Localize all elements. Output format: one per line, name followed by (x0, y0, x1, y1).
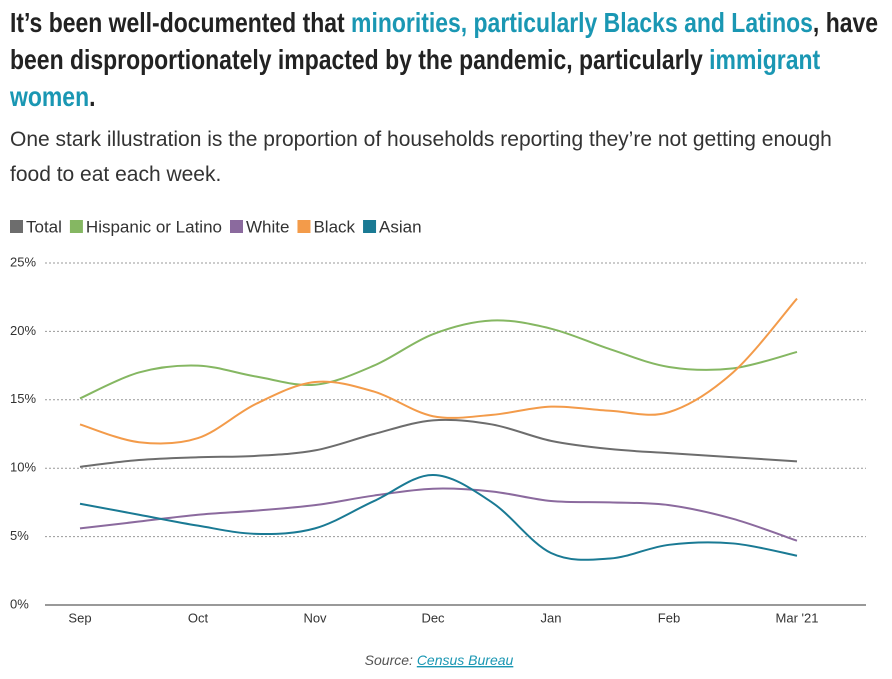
y-tick-label: 5% (10, 528, 29, 543)
x-tick-label: Dec (421, 610, 445, 625)
chart-subtitle: One stark illustration is the proportion… (10, 128, 832, 186)
source-label: Source: (365, 652, 413, 668)
title-text: . (89, 81, 96, 112)
x-tick-label: Oct (188, 610, 209, 625)
y-tick-label: 20% (10, 323, 36, 338)
legend-swatch (363, 220, 377, 233)
series-line (79, 418, 798, 468)
series-line (79, 319, 798, 400)
legend-label: Total (26, 217, 62, 236)
series-line (79, 297, 798, 445)
legend-label: Black (313, 217, 355, 236)
title-highlight: minorities, particularly Blacks and Lati… (351, 7, 813, 38)
legend-swatch (69, 220, 83, 233)
chart-title: It’s been well-documented that minoritie… (10, 4, 879, 115)
y-tick-label: 10% (10, 460, 36, 475)
source-link[interactable]: Census Bureau (417, 652, 514, 668)
legend-swatch (297, 220, 311, 233)
series-line (79, 487, 798, 542)
x-tick-label: Mar '21 (776, 610, 819, 625)
legend-swatch (10, 220, 23, 233)
title-text: , have been disproportionately impacted … (10, 7, 879, 75)
title-highlight: immigrant women (10, 44, 821, 112)
y-tick-label: 0% (10, 596, 29, 611)
series-line (79, 474, 798, 561)
y-tick-label: 25% (10, 254, 36, 269)
x-tick-label: Jan (541, 610, 562, 625)
legend-label: Hispanic or Latino (86, 217, 222, 236)
legend-swatch (230, 220, 243, 233)
y-tick-label: 15% (10, 391, 36, 406)
x-tick-label: Feb (658, 610, 680, 625)
x-tick-label: Nov (303, 610, 327, 625)
legend-label: Asian (379, 217, 422, 236)
legend-label: White (246, 217, 289, 236)
source: Source: Census Bureau (365, 652, 514, 668)
title-text: It’s been well-documented that (10, 7, 352, 38)
x-tick-label: Sep (68, 610, 91, 625)
